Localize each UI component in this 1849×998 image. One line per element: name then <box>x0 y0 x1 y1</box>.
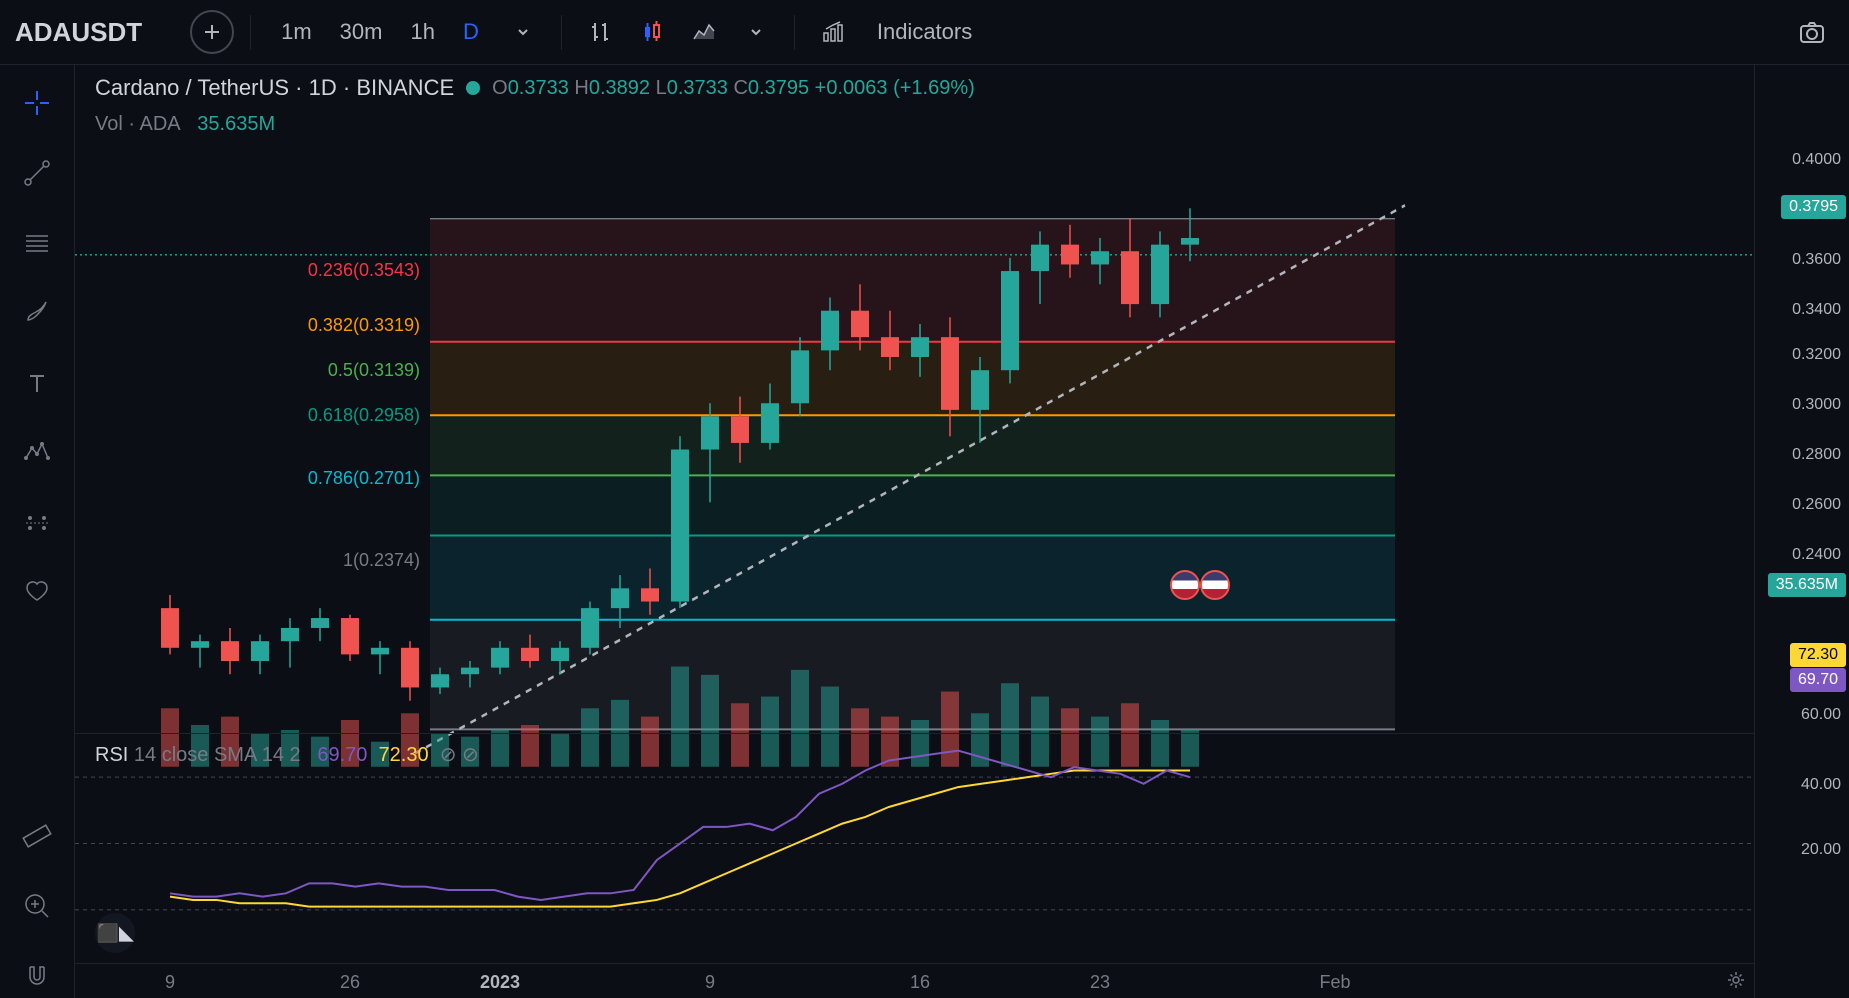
add-symbol-button[interactable] <box>190 10 234 54</box>
indicators-button[interactable]: Indicators <box>863 10 986 54</box>
interval-dropdown-icon[interactable] <box>501 10 545 54</box>
chart-title: Cardano / TetherUS · 1D · BINANCE <box>95 75 454 101</box>
rsi-badge: 69.70 <box>1790 668 1846 692</box>
ohlc-values: O0.3733 H0.3892 L0.3733 C0.3795 +0.0063 … <box>492 77 975 100</box>
fib-level-label: 0.618(0.2958) <box>308 405 430 426</box>
ruler-tool-icon[interactable] <box>15 813 60 858</box>
fib-level-label: 0.786(0.2701) <box>308 468 430 489</box>
rsi-panel[interactable]: RSI 14 close SMA 14 2 69.70 72.30 ⊘ ⊘ ⬛◣ <box>75 733 1754 963</box>
fib-level-label: 0.382(0.3319) <box>308 315 430 336</box>
area-chart-icon[interactable] <box>682 10 726 54</box>
interval-30m[interactable]: 30m <box>326 10 397 54</box>
symbol-ticker[interactable]: ADAUSDT <box>15 17 142 48</box>
interval-1m[interactable]: 1m <box>267 10 326 54</box>
interval-1h[interactable]: 1h <box>396 10 448 54</box>
rsi-legend: RSI 14 close SMA 14 2 69.70 72.30 ⊘ ⊘ <box>95 742 479 767</box>
time-tick: 16 <box>910 972 930 993</box>
price-badge: 35.635M <box>1768 573 1846 597</box>
favorites-tool-icon[interactable] <box>15 570 60 615</box>
rsi-canvas <box>75 734 1754 963</box>
event-flag-icon[interactable] <box>1200 570 1230 600</box>
forecast-tool-icon[interactable] <box>15 500 60 545</box>
bar-type-icon[interactable] <box>578 10 622 54</box>
price-tick: 0.2800 <box>1792 446 1841 464</box>
price-tick: 0.3000 <box>1792 396 1841 414</box>
price-badge: 0.3795 <box>1781 195 1846 219</box>
chart-main[interactable]: Cardano / TetherUS · 1D · BINANCE O0.373… <box>75 65 1754 998</box>
zoom-tool-icon[interactable] <box>15 883 60 928</box>
trend-line-tool-icon[interactable] <box>15 150 60 195</box>
fib-level-label: 0.5(0.3139) <box>328 360 430 381</box>
event-flag-icon[interactable] <box>1170 570 1200 600</box>
top-toolbar: ADAUSDT 1m30m1hD Indicators <box>0 0 1849 65</box>
rsi-badge: 72.30 <box>1790 643 1846 667</box>
magnet-tool-icon[interactable] <box>15 953 60 998</box>
price-tick: 0.3600 <box>1792 251 1841 269</box>
brush-tool-icon[interactable] <box>15 290 60 335</box>
time-tick: 9 <box>705 972 715 993</box>
price-tick: 0.3200 <box>1792 346 1841 364</box>
price-tick: 0.3400 <box>1792 301 1841 319</box>
price-axis[interactable]: 0.4000 0.3795 0.3600 0.3400 0.3200 0.3000 0.28… <box>1754 65 1849 998</box>
time-tick: Feb <box>1319 972 1350 993</box>
rsi-tick: 40.00 <box>1801 776 1841 794</box>
interval-D[interactable]: D <box>449 10 493 54</box>
text-tool-icon[interactable] <box>15 360 60 405</box>
time-tick: 9 <box>165 972 175 993</box>
fib-level-label: 0.236(0.3543) <box>308 260 430 281</box>
time-axis[interactable]: 9 26 2023 9 16 23 Feb <box>75 963 1754 998</box>
interval-selector: 1m30m1hD <box>267 10 493 54</box>
time-tick: 23 <box>1090 972 1110 993</box>
chart-legend: Cardano / TetherUS · 1D · BINANCE O0.373… <box>95 75 975 136</box>
drawing-toolbar <box>0 65 75 998</box>
price-tick: 0.2600 <box>1792 496 1841 514</box>
volume-legend: Vol · ADA 35.635M <box>95 113 975 136</box>
crosshair-tool-icon[interactable] <box>15 80 60 125</box>
price-tick: 0.2400 <box>1792 546 1841 564</box>
time-tick: 26 <box>340 972 360 993</box>
price-tick: 0.4000 <box>1792 151 1841 169</box>
settings-gear-icon[interactable] <box>1726 970 1746 995</box>
tradingview-logo-icon[interactable]: ⬛◣ <box>95 913 135 953</box>
rsi-tick: 20.00 <box>1801 841 1841 859</box>
chart-type-dropdown-icon[interactable] <box>734 10 778 54</box>
rsi-tick: 60.00 <box>1801 706 1841 724</box>
market-status-icon <box>466 81 480 95</box>
pattern-tool-icon[interactable] <box>15 430 60 475</box>
fib-tool-icon[interactable] <box>15 220 60 265</box>
compare-icon[interactable] <box>811 10 855 54</box>
fib-level-label: 1(0.2374) <box>343 550 430 571</box>
snapshot-icon[interactable] <box>1790 10 1834 54</box>
time-tick: 2023 <box>480 972 520 993</box>
candle-type-icon[interactable] <box>630 10 674 54</box>
